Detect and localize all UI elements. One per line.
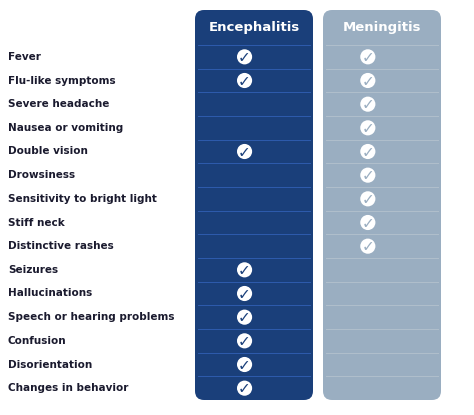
Circle shape	[237, 381, 252, 396]
Text: ✓: ✓	[238, 50, 251, 65]
Text: ✓: ✓	[238, 287, 251, 302]
Text: Severe headache: Severe headache	[8, 99, 109, 109]
Circle shape	[237, 144, 252, 159]
Circle shape	[360, 120, 375, 135]
Text: ✓: ✓	[238, 73, 251, 89]
Text: Flu-like symptoms: Flu-like symptoms	[8, 76, 116, 85]
Text: ✓: ✓	[362, 73, 374, 89]
Circle shape	[360, 239, 375, 254]
Text: ✓: ✓	[362, 50, 374, 65]
Circle shape	[237, 310, 252, 325]
Text: ✓: ✓	[362, 97, 374, 112]
Text: ✓: ✓	[238, 381, 251, 396]
Text: ✓: ✓	[362, 121, 374, 136]
Text: ✓: ✓	[238, 310, 251, 325]
Text: Drowsiness: Drowsiness	[8, 170, 75, 180]
Text: Nausea or vomiting: Nausea or vomiting	[8, 123, 123, 133]
Text: Disorientation: Disorientation	[8, 359, 92, 369]
Text: Confusion: Confusion	[8, 336, 67, 346]
Circle shape	[237, 357, 252, 372]
Circle shape	[237, 262, 252, 277]
Text: Sensitivity to bright light: Sensitivity to bright light	[8, 194, 157, 204]
Circle shape	[237, 73, 252, 88]
Text: ✓: ✓	[238, 358, 251, 373]
Text: ✓: ✓	[362, 239, 374, 254]
Text: ✓: ✓	[238, 334, 251, 349]
Circle shape	[360, 144, 375, 159]
Text: Hallucinations: Hallucinations	[8, 288, 92, 298]
Circle shape	[237, 286, 252, 301]
Text: Fever: Fever	[8, 52, 41, 62]
Text: Speech or hearing problems: Speech or hearing problems	[8, 312, 174, 322]
Circle shape	[360, 168, 375, 183]
Text: Stiff neck: Stiff neck	[8, 217, 65, 227]
Circle shape	[360, 73, 375, 88]
Text: Double vision: Double vision	[8, 146, 88, 156]
Text: Meningitis: Meningitis	[343, 21, 421, 34]
Circle shape	[360, 215, 375, 230]
Circle shape	[237, 49, 252, 64]
Text: ✓: ✓	[362, 168, 374, 183]
Text: Seizures: Seizures	[8, 265, 58, 275]
Text: Distinctive rashes: Distinctive rashes	[8, 241, 114, 251]
Circle shape	[360, 191, 375, 206]
Circle shape	[237, 333, 252, 349]
Circle shape	[360, 49, 375, 64]
Text: ✓: ✓	[362, 192, 374, 207]
Text: ✓: ✓	[238, 263, 251, 278]
Text: ✓: ✓	[238, 144, 251, 160]
FancyBboxPatch shape	[323, 10, 441, 400]
Text: Changes in behavior: Changes in behavior	[8, 383, 128, 393]
Circle shape	[360, 97, 375, 112]
FancyBboxPatch shape	[195, 10, 313, 400]
Text: ✓: ✓	[362, 216, 374, 231]
Text: ✓: ✓	[362, 144, 374, 160]
Text: Encephalitis: Encephalitis	[209, 21, 300, 34]
